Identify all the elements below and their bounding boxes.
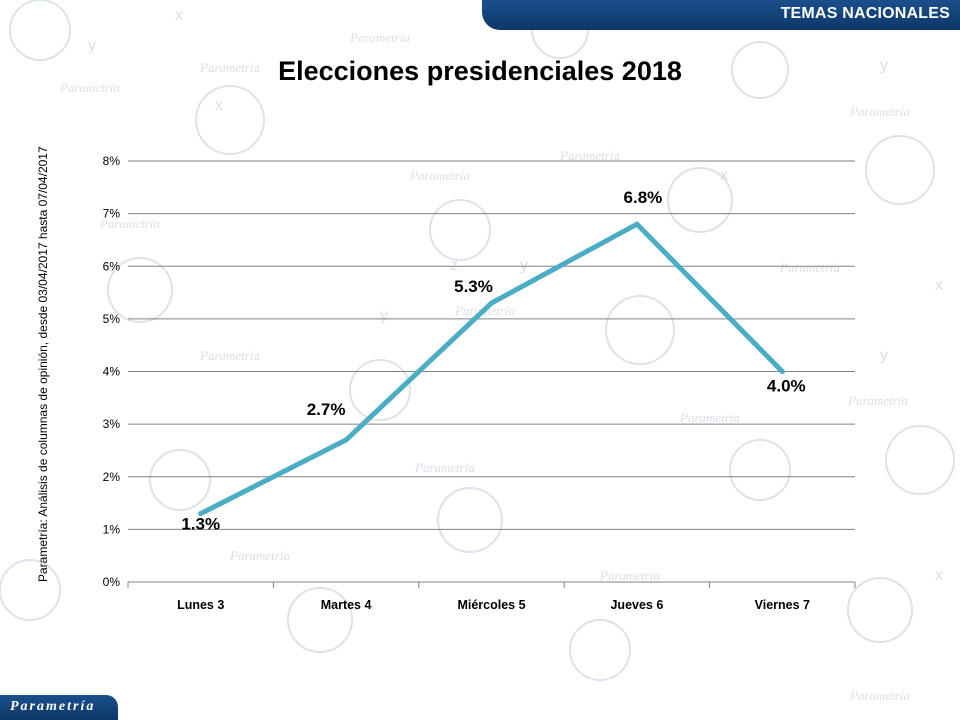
- y-tick-label: 0%: [103, 575, 121, 589]
- y-tick-label: 6%: [103, 259, 121, 273]
- svg-text:y: y: [640, 62, 648, 79]
- brand-logo: Parametría: [0, 695, 118, 720]
- data-point: [634, 221, 640, 227]
- svg-text:Parametría: Parametría: [847, 393, 908, 408]
- svg-text:y: y: [380, 307, 388, 324]
- data-label: 1.3%: [181, 515, 220, 534]
- y-tick-label: 1%: [103, 522, 121, 536]
- svg-text:Parametría: Parametría: [409, 168, 470, 183]
- data-label: 2.7%: [307, 400, 346, 419]
- y-tick-label: 5%: [103, 312, 121, 326]
- data-point: [198, 511, 204, 517]
- data-label: 6.8%: [624, 188, 663, 207]
- svg-text:Parametría: Parametría: [779, 260, 840, 275]
- svg-text:x: x: [175, 7, 183, 24]
- svg-text:y: y: [520, 257, 528, 274]
- section-banner: TEMAS NACIONALES: [482, 0, 960, 30]
- x-tick-label: Viernes 7: [755, 598, 810, 612]
- svg-text:Parametría: Parametría: [849, 104, 910, 119]
- section-label: TEMAS NACIONALES: [780, 5, 950, 22]
- svg-text:x: x: [935, 567, 943, 584]
- data-label: 5.3%: [454, 277, 493, 296]
- y-tick-label: 3%: [103, 417, 121, 431]
- x-tick-label: Lunes 3: [177, 598, 224, 612]
- svg-text:y: y: [880, 347, 888, 364]
- series-line: [198, 221, 785, 517]
- svg-text:Parametría: Parametría: [99, 216, 160, 231]
- y-tick-label: 7%: [103, 207, 121, 221]
- data-label: 4.0%: [767, 377, 806, 396]
- svg-text:Parametría: Parametría: [59, 80, 120, 95]
- svg-text:y: y: [880, 57, 888, 74]
- data-point: [779, 369, 785, 374]
- chart-title: Elecciones presidenciales 2018: [278, 56, 682, 86]
- svg-text:Parametría: Parametría: [849, 688, 910, 703]
- x-tick-label: Miércoles 5: [457, 598, 525, 612]
- y-tick-label: 4%: [103, 365, 121, 379]
- y-tick-label: 2%: [103, 470, 121, 484]
- y-tick-label: 8%: [103, 154, 121, 168]
- svg-text:Parametría: Parametría: [559, 148, 620, 163]
- svg-text:Parametría: Parametría: [199, 60, 260, 75]
- brand-logo-text: Parametría: [10, 699, 96, 714]
- svg-text:Parametría: Parametría: [679, 410, 740, 425]
- svg-text:z: z: [450, 257, 458, 274]
- x-tick-label: Jueves 6: [610, 598, 663, 612]
- svg-text:Parametría: Parametría: [414, 460, 475, 475]
- svg-text:Parametría: Parametría: [199, 348, 260, 363]
- data-point: [489, 300, 494, 306]
- svg-text:y: y: [88, 37, 96, 54]
- svg-text:x: x: [935, 277, 943, 294]
- data-point: [343, 437, 349, 443]
- svg-text:Parametría: Parametría: [599, 568, 660, 583]
- svg-text:x: x: [215, 97, 223, 114]
- svg-text:Parametría: Parametría: [349, 30, 410, 45]
- x-tick-label: Martes 4: [321, 598, 372, 612]
- svg-text:x: x: [720, 167, 728, 184]
- svg-text:Parametría: Parametría: [229, 548, 290, 563]
